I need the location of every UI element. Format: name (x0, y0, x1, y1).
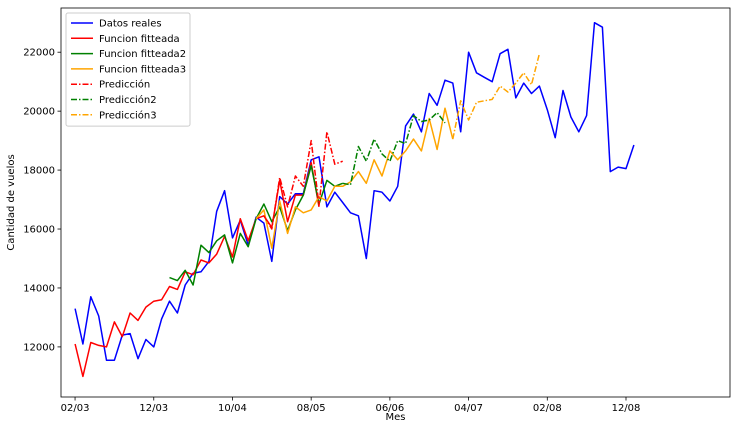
x-tick-label: 08/05 (297, 403, 326, 414)
x-tick-label: 02/03 (61, 403, 90, 414)
legend-label: Predicción2 (99, 94, 157, 106)
y-axis: 12000 14000 16000 18000 20000 22000 (23, 48, 61, 353)
legend-box (65, 12, 191, 127)
legend-label: Predicción (99, 79, 150, 91)
series-line-1 (74, 21, 635, 361)
y-tick-label: 22000 (23, 48, 55, 59)
x-tick-label: 12/08 (612, 403, 641, 414)
legend: Datos reales Funcion fitteada Funcion fitt… (65, 12, 191, 127)
x-tick-label: 12/03 (139, 403, 168, 414)
x-tick-label: 06/06 (375, 403, 404, 414)
x-tick-label: 02/08 (533, 403, 562, 414)
legend-label: Funcion fitteada2 (99, 49, 186, 60)
series-line-4 (255, 107, 454, 249)
series-line-5 (263, 131, 343, 230)
y-tick-label: 14000 (23, 283, 55, 294)
legend-label: Funcion fitteada3 (99, 64, 186, 75)
y-tick-label: 18000 (23, 166, 55, 177)
y-tick-label: 12000 (23, 342, 55, 353)
series-line-6 (342, 111, 446, 186)
x-axis: 02/03 12/03 10/04 08/05 06/06 04/07 02/08 12/08 (61, 397, 641, 414)
x-tick-label: 10/04 (218, 403, 247, 414)
x-tick-label: 04/07 (454, 403, 483, 414)
y-tick-label: 16000 (23, 225, 55, 236)
x-axis-label: Mes (386, 412, 406, 423)
legend-label: Funcion fitteada (99, 34, 180, 45)
y-tick-label: 20000 (23, 107, 55, 118)
legend-label: Datos reales (99, 19, 162, 30)
plot-frame (60, 7, 731, 398)
legend-label: Predicción3 (99, 109, 157, 121)
y-axis-label: Cantidad de vuelos (6, 154, 17, 250)
series-layer (74, 21, 635, 378)
